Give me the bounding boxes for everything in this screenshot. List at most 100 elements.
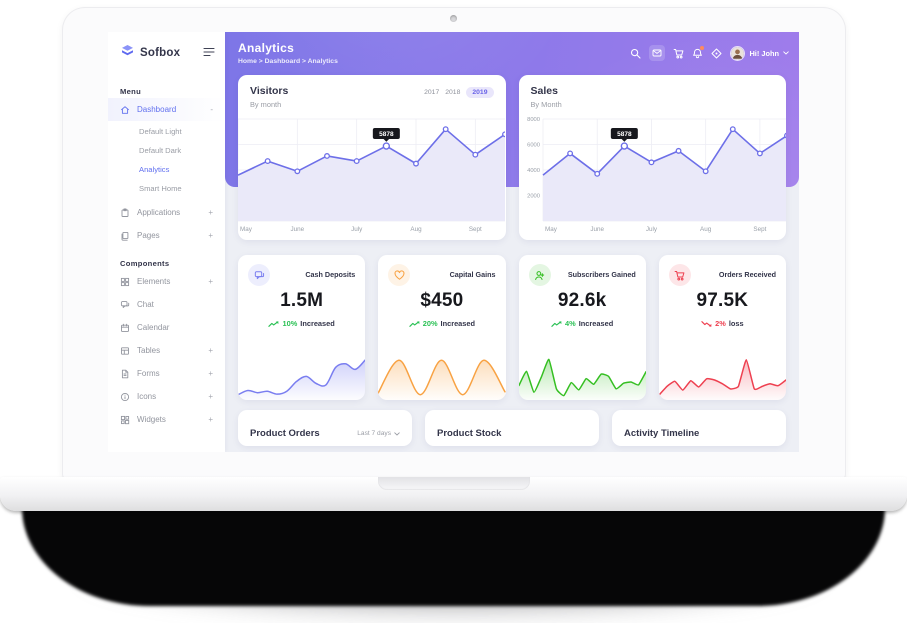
main-content: Visitors By month 2017 2018 2019 May June… [225,75,799,446]
notification-badge [700,45,705,50]
sidebar-subitem-default-dark[interactable]: Default Dark [139,146,182,155]
activity-timeline-title: Activity Timeline [624,428,700,439]
notifications-bell-icon[interactable] [692,45,705,59]
orders-sparkline [658,359,786,400]
sidebar-subitem-analytics[interactable]: Analytics [139,165,170,174]
stat-label: Subscribers Gained [567,270,636,279]
stat-value: 92.6k [557,290,607,311]
sidebar-item-label: Pages [137,231,160,240]
sidebar-item-label: Elements [137,277,171,286]
menu-section-label: Menu [120,87,142,96]
stat-delta-pct: 4% [565,319,576,328]
brand-name[interactable]: Sofbox [140,46,181,59]
product-stock-card: Product Stock [425,410,599,446]
stat-delta-word: Increased [300,319,335,328]
stat-value: $450 [420,290,464,311]
sidebar-item-pages[interactable]: Pages + [108,224,225,247]
sales-card: Sales By Month May June July Aug Sept 8000 600… [518,75,787,240]
table-icon [121,346,129,355]
year-2018-button[interactable]: 2018 [445,89,461,96]
sidebar-item-label: Dashboard [137,105,177,114]
sidebar-item-label: Icons [137,392,157,401]
page-title: Analytics [238,41,295,55]
components-section-label: Components [120,259,170,268]
avatar [730,45,746,61]
stat-delta: 2% loss [659,319,786,328]
sales-subtitle: By Month [530,100,562,109]
svg-text:8000: 8000 [527,117,540,123]
stat-card-orders-received: Orders Received 97.5K 2% loss [658,255,786,400]
stat-label: Orders Received [718,270,776,279]
sidebar-item-chat[interactable]: Chat [108,293,225,316]
cart-icon[interactable] [673,48,684,59]
product-stock-title: Product Stock [437,428,502,439]
document-icon [121,369,129,378]
date-range-dropdown[interactable]: Last 7 days [357,430,400,437]
visitors-line-chart[interactable]: May June July Aug Sept 5878 [238,113,505,234]
svg-text:June: June [291,226,305,233]
sales-line-chart[interactable]: May June July Aug Sept 8000 6000 4000 2000 5878 [519,113,787,234]
cash-deposits-sparkline [238,359,366,400]
capital-gains-sparkline [378,359,506,400]
expand-indicator: + [208,231,213,240]
stat-delta-pct: 2% [715,319,726,328]
compass-icon[interactable] [711,47,722,59]
sidebar-item-label: Chat [137,300,154,309]
pages-icon [121,231,129,241]
sidebar-item-tables[interactable]: Tables + [108,339,225,362]
date-range-value: Last 7 days [357,430,391,437]
stat-label: Capital Gains [449,270,496,279]
search-icon[interactable] [630,48,641,59]
brand-logo-icon[interactable] [120,44,135,61]
stat-label: Cash Deposits [305,270,356,279]
sidebar-item-elements[interactable]: Elements + [108,270,225,293]
grid-icon [120,277,130,286]
sidebar-item-label: Forms [137,369,160,378]
stat-delta: 10% Increased [238,319,365,328]
svg-text:6000: 6000 [527,143,540,149]
visitors-card: Visitors By month 2017 2018 2019 May June… [238,75,506,240]
expand-indicator: + [208,415,213,424]
svg-text:July: July [645,226,657,233]
sidebar-item-widgets[interactable]: Widgets + [108,408,225,431]
stat-delta-word: Increased [440,319,476,328]
sidebar-item-label: Calendar [137,323,170,332]
sidebar-item-applications[interactable]: Applications + [108,201,225,224]
product-orders-title: Product Orders [250,428,320,439]
stat-delta-word: Increased [578,319,614,328]
year-2017-button[interactable]: 2017 [424,89,440,96]
trend-up-icon [409,320,420,327]
sidebar-item-label: Tables [137,346,161,355]
sidebar-item-icons[interactable]: Icons + [108,385,225,408]
svg-text:May: May [240,226,253,233]
sidebar-toggle-icon[interactable] [203,47,215,59]
year-2019-button[interactable]: 2019 [466,87,494,98]
expand-indicator: + [208,346,213,355]
header: Analytics Home > Dashboard > Analytics [225,32,799,65]
mail-icon[interactable] [649,45,666,61]
chat-icon [120,300,130,308]
stat-value: 97.5K [696,290,749,311]
sidebar-item-dashboard[interactable]: Dashboard - [108,98,225,121]
stat-delta: 20% Increased [378,319,505,328]
stat-delta-pct: 20% [422,319,438,328]
trend-down-icon [701,320,712,327]
chevron-down-icon [783,51,789,55]
expand-indicator: + [208,208,213,217]
user-menu[interactable]: Hi! John [730,45,789,61]
stat-card-cash-deposits: Cash Deposits 1.5M 10% Increased [238,255,366,400]
year-toggle: 2017 2018 2019 [424,87,494,98]
sidebar-subitem-smart-home[interactable]: Smart Home [139,184,182,193]
expand-indicator: + [208,392,213,401]
user-greeting: Hi! John [749,48,779,58]
stat-card-subscribers-gained: Subscribers Gained 92.6k 4% Increased [518,255,646,400]
sidebar-item-forms[interactable]: Forms + [108,362,225,385]
svg-text:5878: 5878 [617,131,632,138]
sidebar-subitem-default-light[interactable]: Default Light [139,127,182,136]
svg-text:Aug: Aug [410,226,422,233]
sales-title: Sales [530,85,558,97]
widgets-icon [120,415,130,424]
subscribers-sparkline [518,358,646,400]
sidebar-item-calendar[interactable]: Calendar [108,316,225,339]
